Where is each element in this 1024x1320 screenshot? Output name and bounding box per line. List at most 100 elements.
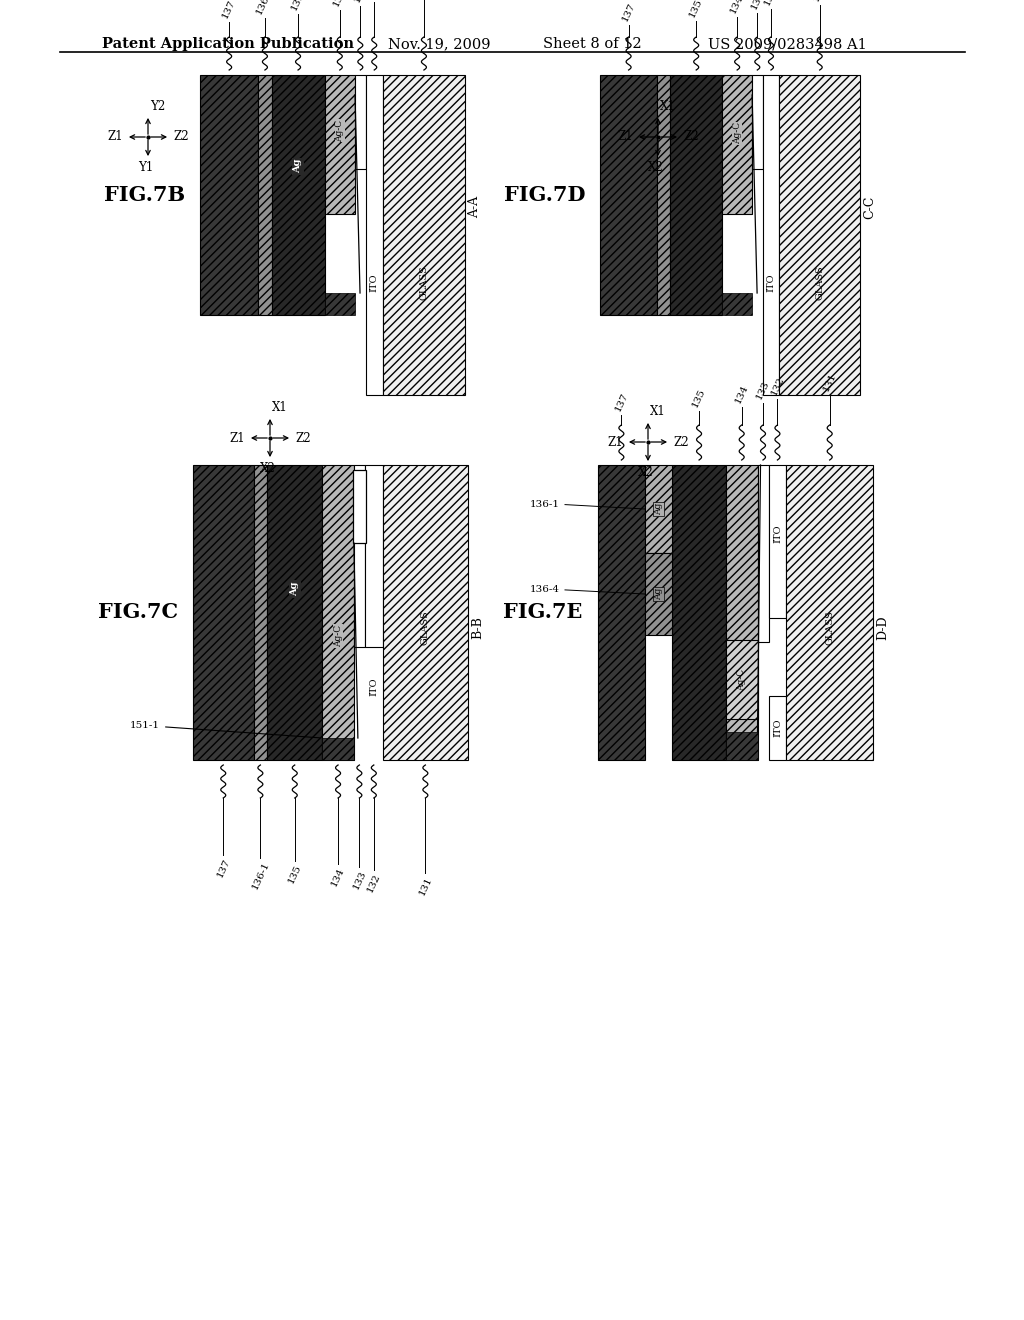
Text: Y2: Y2	[150, 100, 165, 114]
Text: GLASS: GLASS	[421, 610, 430, 644]
Text: ITO: ITO	[370, 273, 379, 292]
Bar	[366, 75, 383, 395]
Text: Z1: Z1	[617, 131, 633, 144]
Text: 135: 135	[287, 863, 303, 884]
Text: Nov. 19, 2009: Nov. 19, 2009	[388, 37, 490, 51]
Text: 151-1: 151-1	[130, 721, 319, 738]
Text: FIG.7E: FIG.7E	[504, 602, 583, 623]
Bar	[726, 733, 758, 760]
Bar	[267, 465, 323, 760]
Bar	[645, 553, 672, 635]
Bar	[758, 465, 768, 642]
Text: 135: 135	[290, 0, 306, 12]
Bar	[193, 465, 254, 760]
Text: 132: 132	[763, 0, 779, 7]
Text: Z1: Z1	[229, 432, 245, 445]
Text: 131: 131	[821, 371, 838, 393]
Bar	[786, 465, 873, 760]
Text: 137: 137	[613, 391, 630, 413]
Text: Ag-C: Ag-C	[335, 120, 344, 141]
Text: 136-1: 136-1	[530, 500, 560, 510]
Bar	[645, 465, 672, 553]
Text: X1: X1	[650, 405, 666, 418]
Bar	[726, 465, 758, 760]
Text: 134: 134	[733, 383, 750, 405]
Bar	[672, 465, 726, 760]
Text: X2: X2	[638, 466, 654, 479]
Bar	[325, 75, 355, 214]
Bar	[670, 75, 722, 315]
Text: ITO: ITO	[773, 719, 782, 738]
Text: Patent Application Publication: Patent Application Publication	[102, 37, 354, 51]
Text: US 2009/0283498 A1: US 2009/0283498 A1	[708, 37, 866, 51]
Text: 134: 134	[332, 0, 348, 8]
Text: Ag: Ag	[654, 503, 663, 515]
Text: 133: 133	[755, 379, 771, 401]
Text: ITO: ITO	[766, 273, 775, 292]
Text: 135: 135	[688, 0, 705, 18]
Bar	[600, 75, 657, 315]
Bar	[383, 75, 465, 395]
Text: X1: X1	[660, 100, 676, 114]
Bar	[271, 75, 325, 315]
Text: Z1: Z1	[108, 131, 123, 144]
Text: 135: 135	[691, 387, 708, 409]
Text: 131: 131	[417, 875, 433, 896]
Text: FIG.7B: FIG.7B	[104, 185, 185, 205]
Text: Ag-C: Ag-C	[334, 626, 343, 647]
Bar	[657, 75, 670, 315]
Text: X2: X2	[260, 462, 275, 475]
Text: 136-1: 136-1	[255, 0, 275, 16]
Text: Ag: Ag	[290, 582, 299, 597]
Text: X1: X1	[272, 401, 288, 414]
Text: C-C: C-C	[863, 195, 877, 219]
Text: FIG.7D: FIG.7D	[504, 185, 586, 205]
Text: 133: 133	[749, 0, 766, 11]
Text: 133: 133	[352, 0, 369, 4]
Bar	[355, 75, 366, 169]
Bar	[354, 465, 365, 647]
Text: 134: 134	[330, 866, 346, 888]
Bar	[383, 465, 468, 760]
Text: 137: 137	[621, 1, 637, 22]
Text: Z1: Z1	[607, 436, 623, 449]
Text: Ag: Ag	[654, 587, 663, 601]
Bar	[752, 75, 763, 169]
Bar	[323, 465, 354, 760]
Text: 133: 133	[351, 869, 368, 891]
Bar	[722, 75, 752, 214]
Text: 134: 134	[729, 0, 745, 15]
Text: Ag: Ag	[294, 158, 302, 173]
Text: Sheet 8 of 12: Sheet 8 of 12	[543, 37, 642, 51]
Text: 136-1: 136-1	[250, 861, 270, 891]
Text: X2: X2	[648, 161, 664, 174]
Bar	[325, 293, 355, 315]
Text: A-A: A-A	[469, 195, 481, 218]
Text: GLASS: GLASS	[825, 610, 835, 644]
Bar	[722, 293, 752, 315]
Bar	[726, 640, 758, 719]
Bar	[353, 470, 366, 543]
Bar	[779, 75, 860, 395]
Text: GLASS: GLASS	[815, 265, 824, 301]
Text: Z2: Z2	[173, 131, 188, 144]
Text: B-B: B-B	[471, 616, 484, 639]
Text: Y1: Y1	[138, 161, 154, 174]
Text: Z2: Z2	[295, 432, 310, 445]
Bar	[365, 465, 383, 647]
Text: GLASS: GLASS	[420, 265, 428, 301]
Text: ITO: ITO	[773, 524, 782, 543]
Text: 137: 137	[215, 857, 231, 879]
Text: 131: 131	[811, 0, 828, 3]
Bar	[258, 75, 271, 315]
Text: 132: 132	[366, 873, 382, 894]
Text: Ag-C: Ag-C	[732, 123, 741, 144]
Bar	[763, 75, 779, 395]
Text: Ag-C: Ag-C	[737, 668, 746, 690]
Text: D-D: D-D	[877, 615, 890, 640]
Bar	[768, 465, 786, 618]
Text: Z2: Z2	[673, 436, 688, 449]
Bar	[768, 696, 786, 760]
Text: 132: 132	[769, 375, 785, 397]
Bar	[323, 738, 354, 760]
